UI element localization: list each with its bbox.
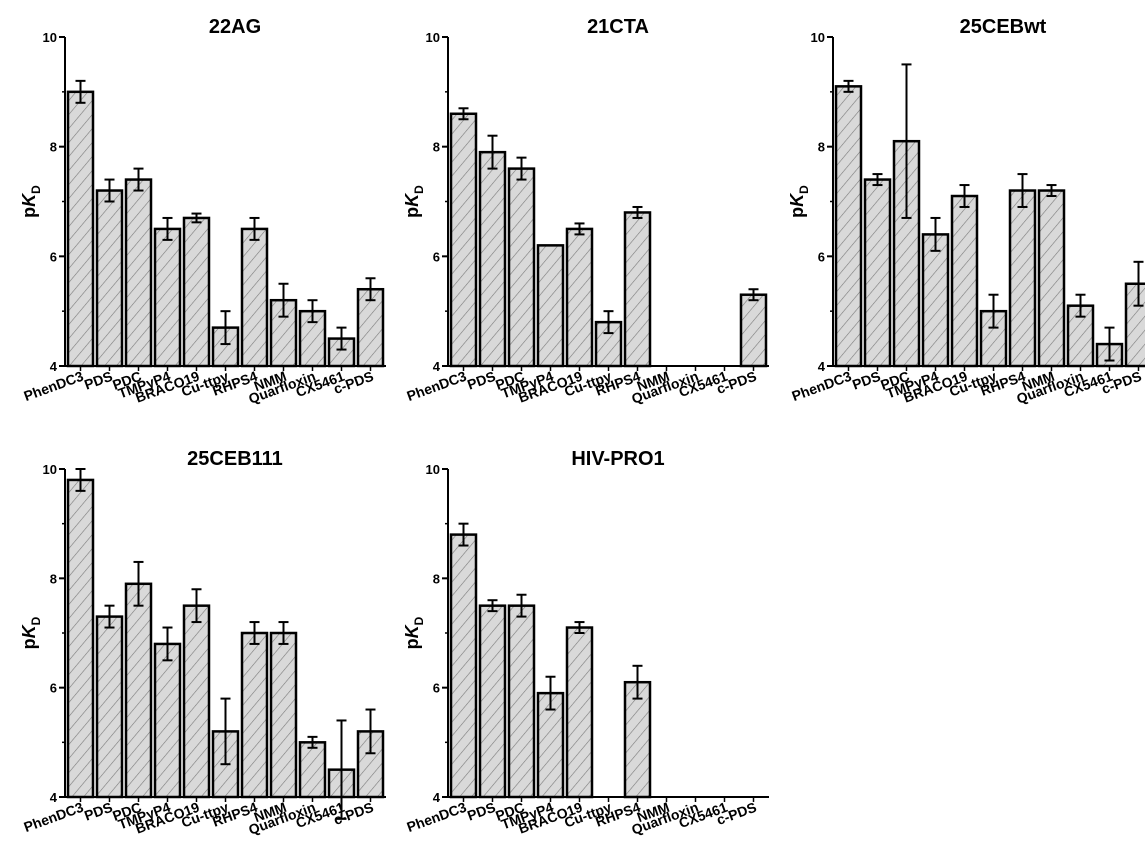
bar [1037,189,1066,368]
y-tick-label: 6 [433,249,440,264]
chart-panel: 25CEB111pKDPhenDC3PDSPDCTMPyP4BRACO19Cu-… [19,448,386,838]
bar [240,227,269,368]
y-tick-label: 10 [426,462,440,477]
y-tick-label: 10 [426,30,440,45]
bar [66,90,95,368]
y-axis-label: pKD [19,185,43,218]
y-tick-label: 10 [43,30,57,45]
bar [124,582,153,799]
bar [153,227,182,368]
bar [623,211,652,368]
x-tick-label: PDS [850,368,883,393]
bar [66,478,95,799]
bar [269,631,298,799]
y-axis-label: pKD [19,616,43,649]
x-tick-label: PDS [82,368,115,393]
bar [478,150,507,368]
y-axis-label: pKD [402,616,426,649]
chart-panel: 22AGpKDPhenDC3PDSPDCTMPyP4BRACO19Cu-ttpy… [19,16,386,407]
chart-title: 25CEB111 [187,448,283,470]
bar [449,112,478,368]
bar [863,178,892,368]
y-axis-label: pKD [402,185,426,218]
y-tick-label: 8 [50,140,57,155]
chart-title: 25CEBwt [960,16,1047,38]
chart-panel: 25CEBwtpKDPhenDC3PDSPDCTMPyP4BRACO19Cu-t… [787,16,1145,407]
bar [240,631,269,799]
bar [124,178,153,368]
bar [921,233,950,368]
y-tick-label: 4 [433,359,441,374]
y-tick-label: 6 [50,249,57,264]
bar [1008,189,1037,368]
y-tick-label: 8 [50,571,57,586]
x-tick-label: PDS [465,799,498,824]
y-tick-label: 8 [433,140,440,155]
bar [507,604,536,799]
y-tick-label: 8 [818,140,825,155]
bar [536,244,565,368]
bar [739,293,768,368]
x-tick-label: PDS [465,368,498,393]
chart-title: 21CTA [587,16,649,38]
chart-title: HIV-PRO1 [571,448,664,470]
bar [449,533,478,799]
y-tick-label: 10 [43,462,57,477]
bar [1124,282,1145,368]
y-tick-label: 4 [433,790,441,805]
bar [950,194,979,368]
bar [182,604,211,799]
chart-panel: 21CTApKDPhenDC3PDSPDCTMPyP4BRACO19Cu-ttp… [402,16,769,407]
y-tick-label: 4 [818,359,826,374]
bar [565,227,594,368]
bar [182,216,211,368]
chart-panel: HIV-PRO1pKDPhenDC3PDSPDCTMPyP4BRACO19Cu-… [402,448,769,838]
y-axis-label: pKD [787,185,811,218]
bar [565,626,594,799]
bar [95,189,124,368]
y-tick-label: 4 [50,359,58,374]
bar [834,85,863,368]
bar [95,615,124,799]
y-tick-label: 8 [433,571,440,586]
y-tick-label: 6 [50,681,57,696]
bar [153,642,182,799]
x-tick-label: PDS [82,799,115,824]
y-tick-label: 4 [50,790,58,805]
y-tick-label: 10 [811,30,825,45]
bar [478,604,507,799]
y-tick-label: 6 [818,249,825,264]
bar [298,741,327,799]
chart-title: 22AG [209,16,261,38]
y-tick-label: 6 [433,681,440,696]
bar [507,167,536,368]
